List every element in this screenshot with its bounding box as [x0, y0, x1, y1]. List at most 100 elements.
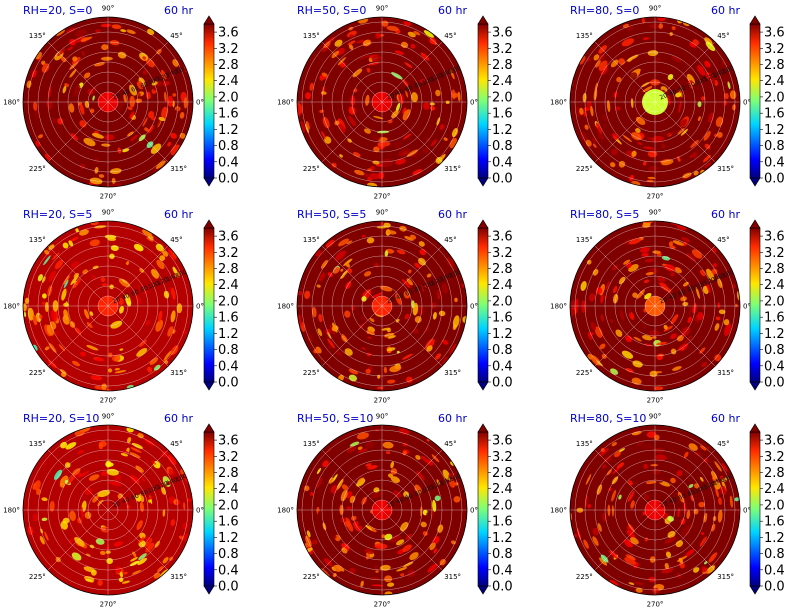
theta-tick-label: 225°: [303, 369, 320, 377]
radial-tick-label: 80: [687, 285, 697, 294]
radial-tick-label: 100: [694, 76, 707, 87]
colorbar-tick-label: 3.2: [492, 246, 513, 261]
radial-tick-label: 100: [421, 484, 434, 495]
colorbar: 0.0 0.40.81.21.6 2.02.42.83.23.6: [203, 423, 239, 595]
theta-tick-label: 180°: [3, 99, 20, 107]
radial-tick-label: 140: [439, 476, 452, 487]
colorbar-extend-max: [477, 15, 489, 25]
angular-grid-spoke: [107, 449, 169, 511]
colorbar-tick-label: 0.0: [218, 172, 239, 187]
colorbar-tick-label: 1.2: [218, 531, 239, 546]
panel-time-label: 60 hr: [164, 412, 193, 425]
colorbar-extend-max: [203, 219, 215, 229]
angular-grid-spoke: [654, 41, 716, 103]
panel-time-label: 60 hr: [711, 208, 740, 221]
angular-grid-spoke: [47, 305, 109, 367]
colorbar-gradient: [203, 431, 215, 587]
theta-tick-label: 90°: [102, 413, 114, 421]
colorbar-tick-label: 0.0: [492, 172, 513, 187]
colorbar-tick-label: 1.6: [764, 311, 785, 326]
theta-tick-label: 0°: [743, 99, 751, 107]
colorbar: 0.0 0.40.81.21.6 2.02.42.83.23.6: [203, 219, 239, 391]
colorbar-tick-label: 3.2: [218, 246, 239, 261]
panel-title: RH=80, S=10: [570, 412, 646, 425]
colorbar-tick-label: 3.6: [218, 434, 239, 449]
colorbar-tick-label: 0.4: [764, 155, 785, 170]
theta-tick-label: 180°: [3, 303, 20, 311]
colorbar-tick-label: 2.4: [218, 278, 239, 293]
colorbar-tick-label: 1.2: [492, 327, 513, 342]
colorbar-tick-label: 0.8: [492, 547, 513, 562]
angular-grid-spoke: [321, 305, 383, 367]
colorbar-tick-label: 3.6: [492, 230, 513, 245]
angular-grid-spoke: [107, 305, 169, 367]
colorbar-tick-label: 0.8: [492, 343, 513, 358]
radial-tick-label: 140: [439, 272, 452, 283]
colorbar-tick-label: 0.8: [764, 547, 785, 562]
colorbar-tick-label: 3.6: [492, 26, 513, 41]
field-texture: [26, 20, 192, 187]
colorbar-tick-label: 2.0: [218, 498, 239, 513]
panel-title: RH=50, S=5: [297, 208, 366, 221]
colorbar-extend-max: [749, 423, 761, 433]
colorbar-tick-label: 1.6: [218, 107, 239, 122]
panel-title: RH=20, S=10: [23, 412, 99, 425]
angular-grid-spoke: [594, 509, 656, 571]
colorbar-tick-label: 2.0: [764, 90, 785, 105]
angular-grid-spoke: [381, 245, 443, 307]
colorbar-tick-label: 1.6: [764, 107, 785, 122]
radial-tick-label: 100: [694, 484, 707, 495]
radial-tick-label: 60: [404, 492, 414, 501]
theta-tick-label: 0°: [196, 303, 204, 311]
colorbar-tick-label: 2.0: [492, 498, 513, 513]
colorbar-tick-label: 3.2: [764, 450, 785, 465]
radial-tick-label: 120: [430, 72, 443, 83]
radial-tick-label: 20: [659, 500, 669, 509]
radial-tick-label: 40: [668, 496, 678, 505]
polar-axis-border: [569, 424, 741, 596]
panel-time-label: 60 hr: [438, 208, 467, 221]
colorbar-extend-min: [477, 585, 489, 595]
polar-axis-border: [569, 220, 741, 392]
angular-grid-spoke: [381, 101, 443, 163]
radial-tick-label: 160: [449, 473, 462, 484]
colorbar: 0.0 0.40.81.21.6 2.02.42.83.23.6: [749, 219, 785, 391]
panel-title: RH=20, S=5: [23, 208, 92, 221]
colorbar-extend-min: [749, 177, 761, 187]
theta-tick-label: 225°: [576, 369, 593, 377]
colorbar-tick-label: 2.8: [492, 262, 513, 277]
colorbar-tick-label: 2.0: [492, 90, 513, 105]
radial-tick-label: 80: [414, 285, 424, 294]
angular-grid-spoke: [321, 509, 383, 571]
theta-tick-label: 135°: [303, 236, 320, 244]
radial-tick-label: 40: [668, 292, 678, 301]
radial-tick-label: 40: [121, 496, 131, 505]
radial-tick-label: 20: [659, 296, 669, 305]
theta-tick-label: 225°: [576, 573, 593, 581]
theta-tick-label: 225°: [576, 165, 593, 173]
colorbar: 0.0 0.40.81.21.6 2.02.42.83.23.6: [749, 423, 785, 595]
polar-axis-border: [22, 16, 194, 188]
radial-tick-label: 80: [414, 489, 424, 498]
angular-grid-spoke: [321, 245, 383, 307]
radial-tick-label: 120: [156, 72, 169, 83]
radial-tick-label: 80: [140, 489, 150, 498]
colorbar-extend-max: [477, 423, 489, 433]
theta-tick-label: 45°: [170, 236, 182, 244]
theta-tick-label: 45°: [717, 236, 729, 244]
polar-axis-border: [296, 220, 468, 392]
radial-tick-label: 160: [449, 65, 462, 76]
radial-tick-label: 160: [175, 65, 188, 76]
colorbar-tick-label: 0.0: [492, 580, 513, 595]
theta-tick-label: 180°: [277, 99, 294, 107]
colorbar-tick-label: 0.4: [492, 155, 513, 170]
theta-tick-label: 225°: [29, 369, 46, 377]
colorbar-tick-label: 0.4: [764, 359, 785, 374]
theta-tick-label: 270°: [374, 193, 391, 201]
radial-tick-label: 120: [430, 276, 443, 287]
radial-tick-label: 80: [687, 81, 697, 90]
theta-tick-label: 315°: [717, 369, 734, 377]
